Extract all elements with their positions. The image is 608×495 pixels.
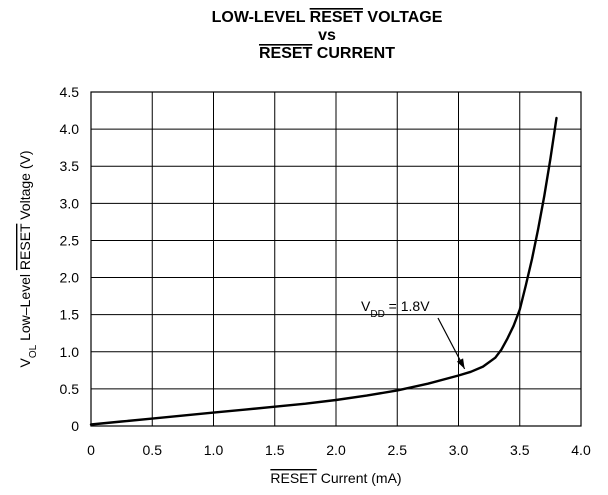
x-tick-labels: 0 0.5 1.0 1.5 2.0 2.5 3.0 3.5 4.0 xyxy=(87,442,591,458)
text-part: OL xyxy=(28,344,39,358)
y-tick-label: 4.0 xyxy=(60,121,80,137)
x-tick-label: 0.5 xyxy=(143,442,163,458)
x-tick-label: 2.0 xyxy=(326,442,346,458)
x-tick-label: 1.5 xyxy=(265,442,285,458)
y-tick-label: 2.5 xyxy=(60,232,80,248)
title-line: vs xyxy=(318,27,336,44)
x-tick-label: 3.0 xyxy=(449,442,469,458)
series-line-vdd-1-8v xyxy=(89,116,558,426)
x-tick-label: 1.0 xyxy=(204,442,224,458)
x-tick-label: 4.0 xyxy=(571,442,591,458)
y-tick-label: 0 xyxy=(71,418,79,434)
x-tick-label: 3.5 xyxy=(510,442,530,458)
text-part: CURRENT xyxy=(312,45,395,62)
annotation-label: VDD = 1.8V xyxy=(361,298,430,320)
annotation-vdd: VDD = 1.8V xyxy=(361,298,466,370)
text-part: VOLTAGE xyxy=(363,9,443,26)
text-part: vs xyxy=(318,27,336,44)
y-tick-label: 0.5 xyxy=(60,381,80,397)
text-part: RESET xyxy=(310,9,364,26)
text-part: DD xyxy=(370,309,384,320)
x-tick-label: 0 xyxy=(87,442,95,458)
y-tick-labels: 0 0.5 1.0 1.5 2.0 2.5 3.0 3.5 4.0 4.5 xyxy=(60,84,80,434)
x-axis-label: RESET Current (mA) xyxy=(270,470,401,486)
text-part: RESET xyxy=(259,45,313,62)
y-tick-label: 3.0 xyxy=(60,195,80,211)
text-part: Low–Level xyxy=(17,270,33,345)
y-tick-label: 2.0 xyxy=(60,270,80,286)
annotation-arrow-head xyxy=(456,358,465,369)
text-part: V xyxy=(361,298,371,314)
grid xyxy=(90,91,582,427)
title-line: LOW-LEVEL RESET VOLTAGE xyxy=(212,9,443,26)
text-part: V xyxy=(17,358,33,368)
y-tick-label: 1.5 xyxy=(60,307,80,323)
x-tick-label: 2.5 xyxy=(388,442,408,458)
text-part: RESET xyxy=(270,470,317,486)
plot-frame xyxy=(90,91,582,427)
y-tick-label: 3.5 xyxy=(60,158,80,174)
text-part: LOW-LEVEL xyxy=(212,9,310,26)
y-tick-label: 1.0 xyxy=(60,344,80,360)
y-axis-label: VOL Low–Level RESET Voltage (V) xyxy=(17,151,39,368)
text-part: Current (mA) xyxy=(317,470,402,486)
text-part: Voltage (V) xyxy=(17,151,33,224)
y-tick-label: 4.5 xyxy=(60,84,80,100)
text-part: = 1.8V xyxy=(385,298,430,314)
text-part: RESET xyxy=(17,223,33,270)
title-line: RESET CURRENT xyxy=(259,45,395,62)
